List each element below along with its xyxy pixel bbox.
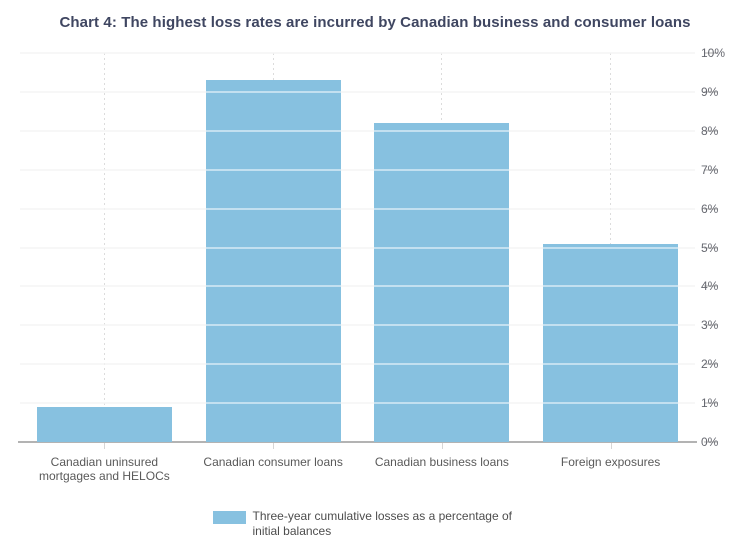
y-axis-label-3pct: 3% [701,318,719,333]
y-axis-label-9pct: 9% [701,84,719,99]
horizontal-gridline-overlay [20,90,695,93]
bar-canadian-consumer-loans [206,80,341,442]
y-axis-label-4pct: 4% [701,279,719,294]
x-axis-label-foreign-exposures: Foreign exposures [560,455,661,469]
horizontal-gridline-overlay [20,402,695,405]
y-axis-tick [704,52,718,54]
y-axis-label-0pct: 0% [701,435,719,449]
chart-title: Chart 4: The highest loss rates are incu… [59,14,691,31]
y-axis-tick [704,402,718,405]
x-axis-tick [610,443,612,449]
y-axis-tick [704,324,718,327]
y-axis-tick [704,90,718,93]
horizontal-gridline-overlay [20,207,695,210]
x-axis-label-canadian-consumer-loans: Canadian consumer loans [203,455,343,469]
x-axis-line [18,441,697,443]
x-axis-label-canadian-uninsured-mortgages-and-helocs: Canadian uninsured mortgages and HELOCs [39,455,170,483]
horizontal-gridline-overlay [20,168,695,171]
y-axis-label-6pct: 6% [701,201,719,216]
y-axis-label-2pct: 2% [701,357,719,372]
horizontal-gridline-overlay [20,246,695,249]
bar-canadian-business-loans [374,123,509,442]
horizontal-gridline-overlay [20,129,695,132]
y-axis-label-5pct: 5% [701,240,719,255]
x-axis-tick [273,443,275,449]
y-axis-label-7pct: 7% [701,162,719,177]
horizontal-gridline-overlay [20,285,695,288]
y-axis-tick [704,441,718,443]
y-axis-tick [704,285,718,288]
y-axis-label-10pct: 10% [701,46,726,60]
legend-label: Three-year cumulative losses as a percen… [252,509,512,538]
horizontal-gridline-overlay [20,363,695,366]
x-axis-tick [104,443,106,449]
horizontal-gridline-overlay [20,52,695,54]
legend: Three-year cumulative losses as a percen… [0,509,750,539]
legend-swatch [212,511,246,524]
bar-foreign-exposures [543,244,678,442]
y-axis-tick [704,129,718,132]
y-axis-tick [704,363,718,366]
y-axis-tick [704,246,718,249]
y-axis-tick [704,168,718,171]
bar-canadian-uninsured-mortgages-and-helocs [37,407,172,442]
horizontal-gridline-overlay [20,324,695,327]
y-axis-label-8pct: 8% [701,123,719,138]
x-axis-label-canadian-business-loans: Canadian business loans [374,455,509,469]
x-axis-tick [441,443,443,449]
y-axis-label-1pct: 1% [701,396,719,411]
plot-area [20,52,695,442]
y-axis-tick [704,207,718,210]
